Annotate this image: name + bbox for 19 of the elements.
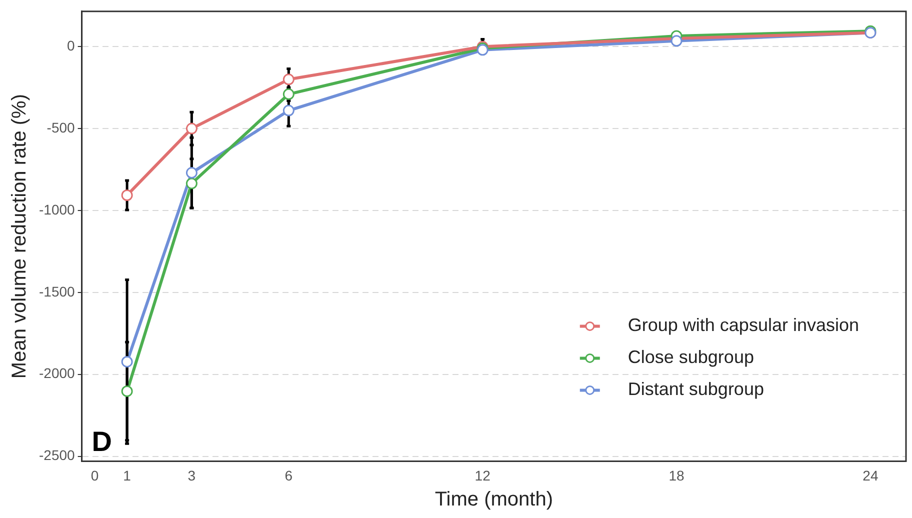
- x-tick-label: 24: [862, 467, 878, 484]
- legend-label: Distant subgroup: [628, 379, 764, 400]
- x-axis-title: Time (month): [434, 488, 553, 511]
- y-tick-label: -2500: [38, 447, 76, 464]
- x-tick-label: 12: [474, 467, 491, 484]
- x-tick-label: 0: [90, 467, 99, 484]
- y-axis-title: Mean volume reduction rate (%): [8, 94, 31, 379]
- x-tick-label: 3: [188, 467, 196, 484]
- legend-label: Close subgroup: [628, 347, 754, 368]
- y-tick-label: -500: [46, 119, 76, 136]
- x-tick-label: 18: [668, 467, 685, 484]
- legend-label: Group with capsular invasion: [628, 315, 860, 336]
- x-tick-label: 6: [284, 467, 293, 484]
- y-tick-label: -1000: [38, 201, 76, 218]
- y-tick-label: -1500: [38, 283, 76, 300]
- x-tick-label: 1: [123, 467, 132, 484]
- y-tick-label: 0: [67, 37, 76, 54]
- annotation: D: [92, 426, 112, 457]
- y-tick-label: -2000: [38, 365, 76, 382]
